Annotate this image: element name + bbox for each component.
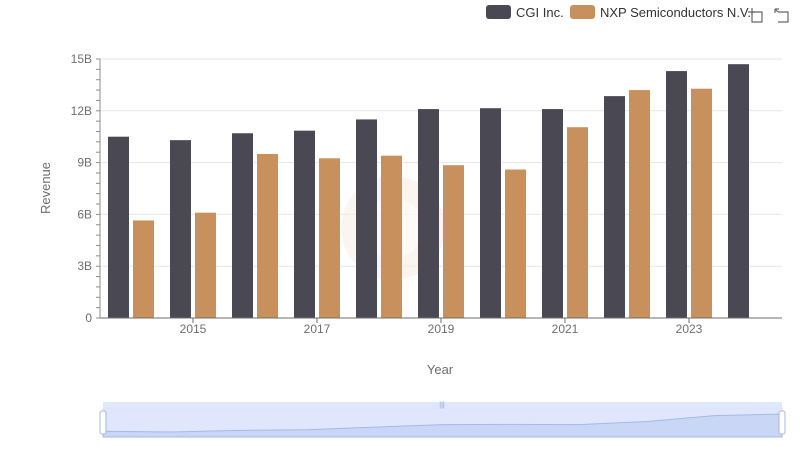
slider-handle-right[interactable] (778, 410, 786, 435)
legend-swatch-cgi (486, 5, 511, 19)
bar-cgi-2024[interactable] (728, 64, 749, 319)
bar-cgi-2019[interactable] (418, 109, 439, 318)
legend-swatch-nxp (570, 5, 595, 19)
axes (96, 58, 782, 323)
bar-cgi-2018[interactable] (356, 119, 377, 318)
legend-label-nxp: NXP Semiconductors N.V. (600, 5, 751, 20)
legend[interactable]: CGI Inc. NXP Semiconductors N.V. (486, 5, 751, 20)
x-tick-label: 2015 (180, 322, 207, 336)
bar-nxp-2014[interactable] (133, 220, 154, 318)
bar-cgi-2016[interactable] (232, 133, 253, 318)
bar-nxp-2019[interactable] (443, 165, 464, 318)
y-tick-label: 6B (77, 207, 92, 221)
x-tick-label: 2023 (676, 322, 703, 336)
y-axis-title: Revenue (38, 162, 53, 214)
y-tick-label: 12B (71, 104, 92, 118)
y-tick-label: 0 (85, 311, 92, 325)
slider-top-bar[interactable] (103, 402, 782, 408)
bar-nxp-2015[interactable] (195, 212, 216, 318)
bars (108, 64, 749, 319)
legend-item-cgi[interactable]: CGI Inc. (486, 5, 564, 20)
data-zoom-slider[interactable]: ||| (99, 402, 786, 438)
bar-nxp-2017[interactable] (319, 158, 340, 318)
slider-grip-icon[interactable]: ||| (439, 402, 445, 409)
legend-item-nxp[interactable]: NXP Semiconductors N.V. (570, 5, 751, 20)
bar-nxp-2018[interactable] (381, 155, 402, 318)
bar-nxp-2020[interactable] (505, 169, 526, 318)
bar-nxp-2016[interactable] (257, 153, 278, 318)
bar-cgi-2017[interactable] (294, 130, 315, 318)
bar-nxp-2021[interactable] (567, 127, 588, 318)
x-tick-label: 2019 (428, 322, 455, 336)
x-axis-title: Year (427, 362, 454, 377)
bar-cgi-2022[interactable] (604, 96, 625, 318)
y-tick-labels: 0 3B 6B 9B 12B 15B (71, 52, 93, 325)
y-tick-label: 15B (71, 52, 92, 66)
bar-cgi-2020[interactable] (480, 108, 501, 319)
x-tick-labels: 2015 2017 2019 2021 2023 (180, 322, 703, 336)
slider-handle-left[interactable] (99, 410, 107, 435)
zoom-reset-icon[interactable] (774, 8, 790, 24)
bar-cgi-2015[interactable] (170, 140, 191, 318)
bar-cgi-2014[interactable] (108, 136, 129, 318)
zoom-select-icon[interactable] (748, 8, 764, 24)
bar-cgi-2021[interactable] (542, 109, 563, 318)
bar-nxp-2022[interactable] (629, 90, 650, 318)
bar-nxp-2023[interactable] (691, 88, 712, 318)
legend-label-cgi: CGI Inc. (516, 5, 564, 20)
y-tick-label: 3B (77, 259, 92, 273)
x-tick-label: 2017 (304, 322, 331, 336)
y-tick-label: 9B (77, 156, 92, 170)
bar-cgi-2023[interactable] (666, 71, 687, 318)
slider-trend-line (102, 413, 783, 438)
x-tick-label: 2021 (552, 322, 579, 336)
